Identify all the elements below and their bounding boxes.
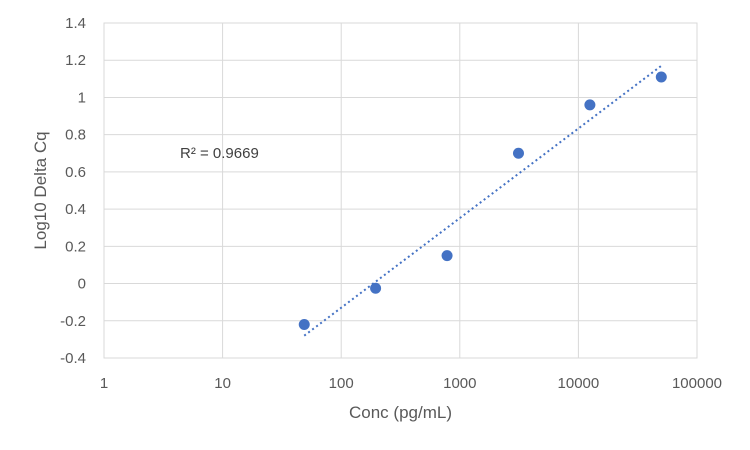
x-tick-label: 100000 xyxy=(672,375,722,392)
data-point xyxy=(370,282,382,294)
r-squared-annotation: R² = 0.9669 xyxy=(180,145,259,162)
y-axis-tick-labels: -0.4 -0.2 0 0.2 0.4 0.6 0.8 1 1.2 1.4 xyxy=(60,15,86,367)
y-tick-label: 1.2 xyxy=(65,52,86,69)
data-point xyxy=(655,71,667,83)
trendline-group xyxy=(303,65,662,337)
trendline xyxy=(303,65,662,337)
x-tick-label: 10 xyxy=(214,375,231,392)
x-axis-tick-labels: 1 10 100 1000 10000 100000 xyxy=(100,375,722,392)
y-tick-label: -0.4 xyxy=(60,350,86,367)
plot-area-border xyxy=(103,22,698,359)
y-tick-label: 0.8 xyxy=(65,127,86,144)
y-tick-label: 0.4 xyxy=(65,201,86,218)
y-tick-label: 0.6 xyxy=(65,164,86,181)
data-point xyxy=(584,99,596,111)
y-tick-label: 0.2 xyxy=(65,238,86,255)
y-tick-label: 0 xyxy=(78,276,86,293)
x-tick-label: 1000 xyxy=(443,375,476,392)
y-tick-label: 1 xyxy=(78,89,86,106)
x-axis-title: Conc (pg/mL) xyxy=(349,403,452,422)
x-tick-label: 100 xyxy=(329,375,354,392)
data-point xyxy=(298,319,310,330)
data-point xyxy=(512,147,524,159)
y-tick-label: 1.4 xyxy=(65,15,86,32)
data-point xyxy=(441,250,453,262)
x-tick-label: 10000 xyxy=(558,375,600,392)
grid xyxy=(103,22,698,359)
x-tick-label: 1 xyxy=(100,375,108,392)
y-axis-title: Log10 Delta Cq xyxy=(31,131,50,249)
y-tick-label: -0.2 xyxy=(60,313,86,330)
data-points xyxy=(298,71,667,330)
